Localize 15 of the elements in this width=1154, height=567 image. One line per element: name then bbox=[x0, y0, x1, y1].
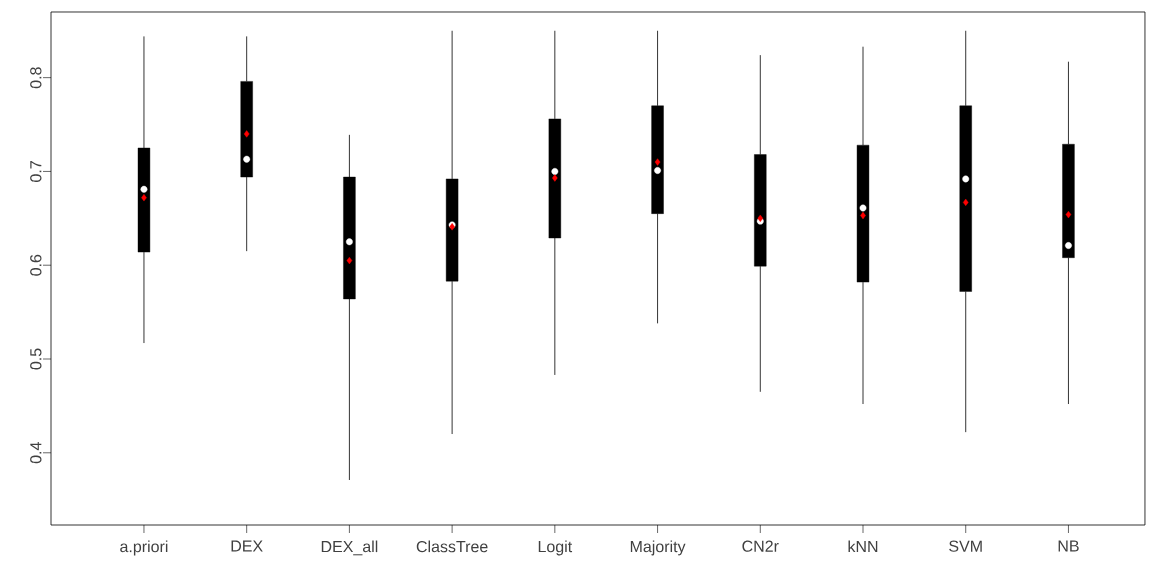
x-tick-label: DEX_all bbox=[321, 540, 378, 556]
y-tick-label: 0.7 bbox=[30, 161, 42, 182]
y-tick-label: 0.4 bbox=[30, 442, 42, 464]
x-tick-label: a.priori bbox=[120, 540, 168, 556]
x-tick-label: CN2r bbox=[742, 540, 779, 552]
x-tick-label: Logit bbox=[538, 540, 573, 556]
x-tick-label: NB bbox=[1058, 540, 1079, 552]
x-tick-label: Majority bbox=[630, 540, 686, 556]
y-tick-label: 0.5 bbox=[30, 348, 42, 370]
x-tick-label: DEX bbox=[231, 540, 263, 552]
y-tick-label: 0.6 bbox=[30, 254, 42, 276]
x-tick-label: kNN bbox=[848, 540, 878, 553]
x-tick-label: SVM bbox=[949, 540, 982, 552]
x-tick-label: ClassTree bbox=[416, 540, 488, 553]
y-tick-label: 0.8 bbox=[30, 67, 42, 89]
